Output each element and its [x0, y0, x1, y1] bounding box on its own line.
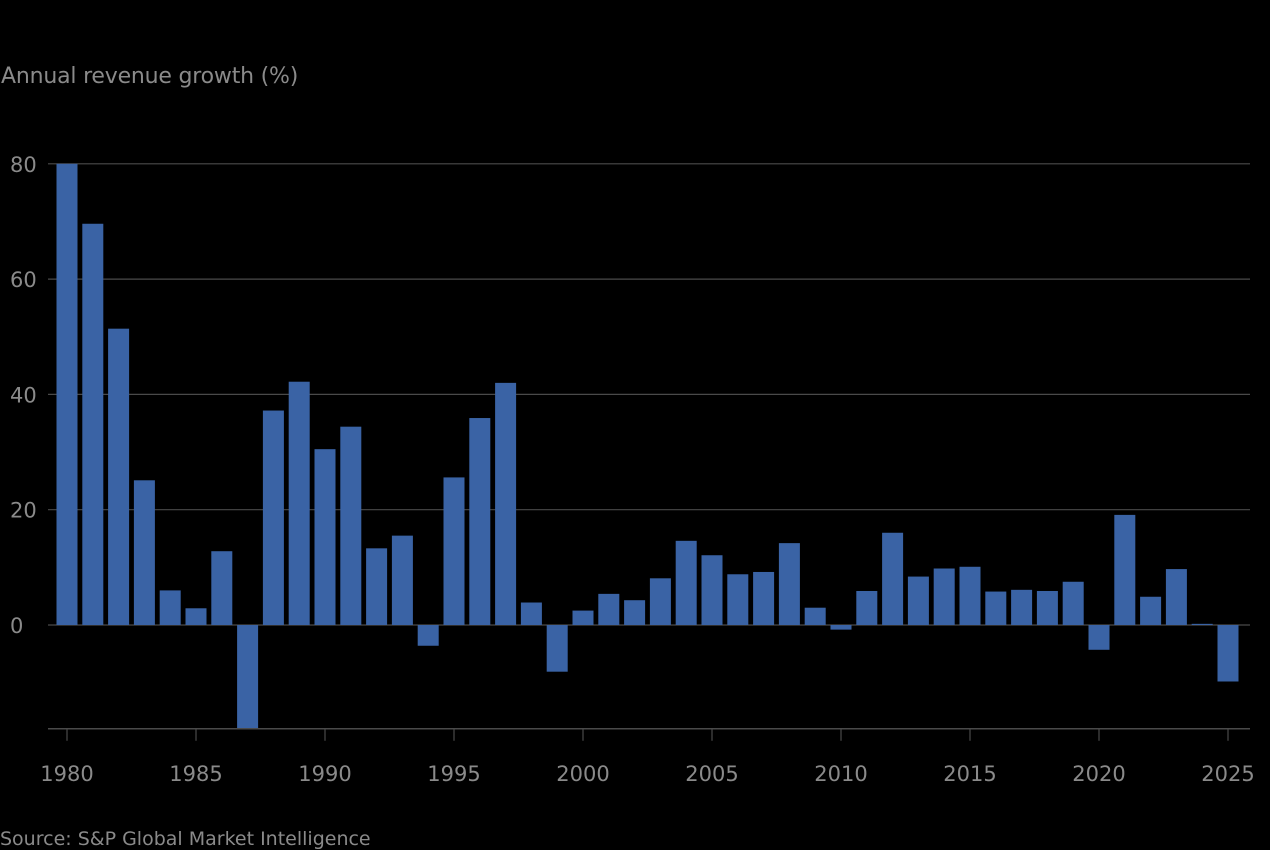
bar-1992	[366, 548, 388, 625]
x-tick-label: 2000	[556, 762, 609, 786]
bar-2010	[830, 625, 852, 630]
bar-2004	[675, 540, 697, 625]
bar-2017	[1011, 589, 1033, 625]
bar-2001	[598, 593, 620, 625]
bar-1997	[495, 382, 517, 625]
bar-2000	[572, 610, 594, 625]
bar-1984	[159, 590, 181, 625]
bar-1993	[391, 535, 413, 625]
bar-2014	[933, 568, 955, 625]
x-tick-label: 1995	[427, 762, 480, 786]
bar-1991	[340, 426, 362, 625]
bar-2007	[753, 571, 775, 625]
bar-2020	[1088, 625, 1110, 650]
y-tick-label: 60	[10, 268, 37, 292]
bar-1982	[108, 328, 130, 625]
bar-1994	[417, 625, 439, 646]
y-tick-label: 40	[10, 383, 37, 407]
bar-2016	[985, 591, 1007, 625]
bar-2005	[701, 555, 723, 625]
bar-1988	[262, 410, 284, 625]
bar-2013	[907, 576, 929, 625]
bar-2025	[1217, 625, 1239, 682]
bar-2006	[727, 574, 749, 625]
bar-1990	[314, 449, 336, 625]
bar-2023	[1165, 569, 1187, 625]
y-tick-label: 20	[10, 499, 37, 523]
x-axis: 1980 1985 1990 1995 2000 2005 2010 2015 2020 2025	[40, 728, 1255, 786]
bar-1980	[56, 163, 78, 626]
bar-2022	[1140, 596, 1162, 625]
bar-2009	[804, 607, 826, 625]
bar-2019	[1062, 581, 1084, 625]
bar-1998	[520, 602, 542, 625]
x-tick-label: 2025	[1201, 762, 1254, 786]
bar-1996	[469, 418, 491, 625]
bar-2015	[959, 566, 981, 625]
source-note: Source: S&P Global Market Intelligence	[0, 828, 371, 850]
bar-1987	[237, 625, 259, 729]
bar-1989	[288, 381, 310, 625]
bar-2021	[1114, 514, 1136, 625]
bar-1986	[211, 551, 233, 625]
bar-1985	[185, 608, 207, 625]
gridlines: 0 20 40 60 80	[10, 153, 1250, 638]
y-tick-label: 0	[10, 614, 23, 638]
x-tick-label: 2020	[1072, 762, 1125, 786]
x-tick-label: 2010	[814, 762, 867, 786]
bar-2003	[649, 578, 671, 625]
x-tick-label: 1990	[298, 762, 351, 786]
bar-2002	[624, 600, 646, 625]
bar-1981	[82, 223, 104, 626]
x-tick-label: 2015	[943, 762, 996, 786]
bar-2024	[1191, 623, 1213, 625]
bar-2018	[1036, 590, 1058, 625]
bar-2008	[778, 543, 800, 625]
y-axis-title: Annual revenue growth (%)	[1, 64, 299, 89]
x-tick-label: 1980	[40, 762, 93, 786]
bar-2012	[882, 532, 904, 625]
bar-1983	[133, 480, 155, 625]
x-tick-label: 1985	[169, 762, 222, 786]
bars	[56, 163, 1239, 729]
y-tick-label: 80	[10, 153, 37, 177]
bar-2011	[856, 590, 878, 625]
bar-1999	[546, 625, 568, 672]
bar-1995	[443, 477, 465, 625]
x-tick-label: 2005	[685, 762, 738, 786]
